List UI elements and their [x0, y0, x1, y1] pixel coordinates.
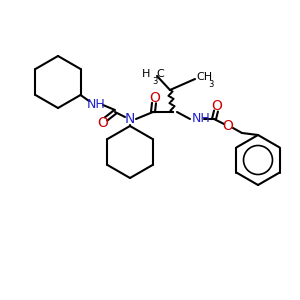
Text: NH: NH — [192, 112, 211, 125]
Text: CH: CH — [196, 72, 212, 82]
Text: O: O — [150, 91, 160, 105]
Text: O: O — [223, 119, 233, 133]
Text: NH: NH — [87, 98, 105, 110]
Text: C: C — [156, 69, 164, 79]
Text: O: O — [212, 99, 222, 113]
Text: N: N — [125, 112, 135, 126]
Text: 3: 3 — [152, 77, 158, 86]
Text: 3: 3 — [208, 80, 213, 89]
Text: O: O — [98, 116, 108, 130]
Text: H: H — [142, 69, 150, 79]
